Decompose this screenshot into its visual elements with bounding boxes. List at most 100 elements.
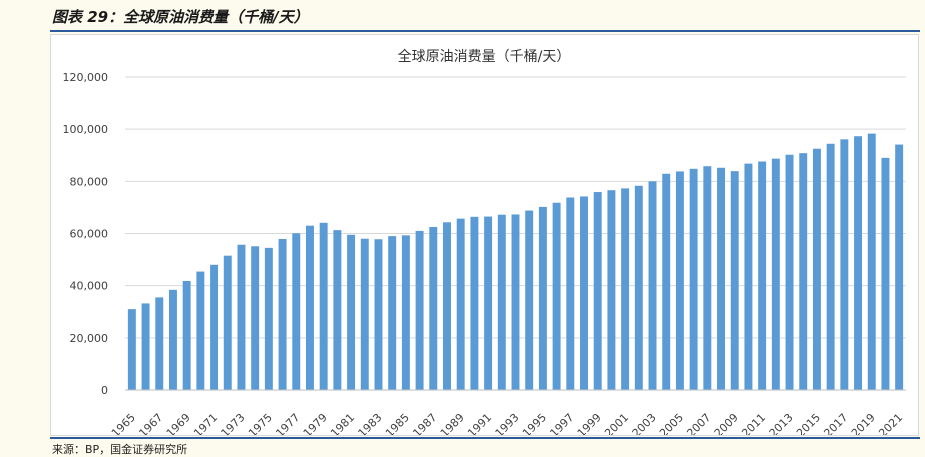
x-tick-label: 2011 — [739, 411, 768, 435]
bar-2021 — [895, 144, 904, 390]
caption-rule — [50, 30, 920, 32]
y-tick-label: 120,000 — [63, 71, 109, 84]
bar-1995 — [538, 206, 547, 390]
bar-2008 — [717, 167, 725, 390]
bar-2000 — [607, 190, 616, 390]
bar-1999 — [593, 192, 602, 390]
x-tick-label: 1985 — [383, 411, 412, 435]
bar-1972 — [223, 255, 232, 390]
bar-1983 — [374, 239, 383, 390]
bar-1965 — [127, 309, 136, 390]
bar-1979 — [319, 222, 328, 390]
x-tick-label: 2007 — [684, 411, 713, 435]
bar-2011 — [758, 161, 767, 390]
x-tick-label: 2009 — [712, 411, 741, 435]
x-tick-label: 1979 — [301, 411, 330, 435]
source-note: 来源：BP，国金证券研究所 — [52, 443, 188, 456]
bar-1993 — [511, 214, 520, 390]
bar-1969 — [182, 280, 191, 390]
bars — [127, 133, 904, 390]
bar-2016 — [826, 143, 835, 390]
y-tick-label: 60,000 — [70, 228, 109, 241]
bar-1991 — [484, 216, 493, 390]
bar-1985 — [401, 235, 410, 390]
bar-2003 — [648, 181, 657, 390]
bar-2014 — [799, 153, 808, 390]
bar-2017 — [840, 139, 849, 390]
bar-2005 — [675, 171, 684, 390]
bar-1986 — [415, 230, 424, 390]
bar-2010 — [744, 163, 753, 390]
bar-1976 — [278, 238, 287, 390]
bar-1970 — [196, 271, 205, 390]
bar-1992 — [497, 214, 506, 390]
bar-2001 — [621, 188, 630, 390]
bar-1974 — [251, 246, 260, 390]
x-tick-label: 1965 — [109, 411, 138, 435]
bar-2018 — [854, 136, 863, 390]
bar-1966 — [141, 303, 150, 390]
y-tick-label: 0 — [101, 384, 108, 397]
x-tick-label: 1987 — [410, 411, 439, 435]
x-tick-label: 2017 — [821, 411, 850, 435]
bar-1967 — [155, 297, 164, 390]
x-tick-label: 1983 — [356, 411, 385, 435]
x-tick-label: 1981 — [328, 411, 357, 435]
bar-1988 — [443, 222, 451, 390]
bar-2004 — [662, 173, 671, 390]
bar-1987 — [429, 226, 438, 390]
x-tick-label: 1999 — [575, 411, 604, 435]
y-axis-ticks: 0 20,000 40,000 60,000 80,000 100,000 120,000 — [63, 71, 109, 397]
x-tick-label: 2021 — [876, 411, 905, 435]
x-tick-label: 1993 — [493, 411, 522, 435]
y-tick-label: 20,000 — [70, 332, 109, 345]
bar-2019 — [867, 133, 876, 390]
bar-2009 — [730, 171, 739, 390]
x-tick-label: 1997 — [547, 411, 576, 435]
x-tick-label: 1991 — [465, 411, 494, 435]
chart-title: 全球原油消费量（千桶/天） — [398, 48, 571, 65]
bar-1981 — [347, 234, 356, 390]
bar-1975 — [264, 247, 273, 390]
bar-1971 — [210, 264, 219, 390]
bar-2006 — [689, 168, 698, 390]
y-tick-label: 100,000 — [63, 123, 109, 136]
x-tick-label: 1971 — [191, 411, 220, 435]
bar-2002 — [634, 185, 643, 390]
bar-2020 — [881, 157, 890, 390]
bar-1989 — [456, 218, 465, 390]
source-rule — [50, 437, 920, 439]
x-axis-ticks: 1965196719691971197319751977197919811983… — [109, 411, 905, 440]
figure-caption: 图表 29：全球原油消费量（千桶/天） — [52, 8, 309, 26]
bar-1980 — [333, 230, 342, 390]
x-tick-label: 2001 — [602, 411, 631, 435]
x-tick-label: 1977 — [273, 411, 302, 435]
bar-2015 — [812, 148, 821, 390]
x-tick-label: 2003 — [630, 411, 659, 435]
y-tick-label: 40,000 — [70, 280, 109, 293]
bar-2012 — [771, 158, 780, 390]
bar-1984 — [388, 236, 397, 390]
y-tick-label: 80,000 — [70, 175, 109, 188]
bar-1968 — [168, 289, 177, 390]
bar-1978 — [306, 225, 314, 390]
chart-container: 全球原油消费量（千桶/天） 0 20,000 40,000 60,000 80,000 1… — [50, 34, 919, 440]
bar-1996 — [552, 202, 561, 390]
x-tick-label: 2013 — [767, 411, 796, 435]
x-tick-label: 2019 — [849, 411, 878, 435]
x-tick-label: 1975 — [246, 411, 275, 435]
x-tick-label: 2015 — [794, 411, 823, 435]
x-tick-label: 1973 — [219, 411, 248, 435]
bar-chart: 全球原油消费量（千桶/天） 0 20,000 40,000 60,000 80,000 1… — [63, 48, 906, 440]
x-tick-label: 1989 — [438, 411, 467, 435]
bar-1977 — [292, 233, 301, 390]
bar-2013 — [785, 154, 794, 390]
bar-1982 — [360, 238, 369, 390]
bar-1998 — [580, 196, 588, 390]
x-tick-label: 1995 — [520, 411, 549, 435]
x-tick-label: 2005 — [657, 411, 686, 435]
bar-1997 — [566, 197, 575, 390]
x-tick-label: 1967 — [136, 411, 165, 435]
bar-1990 — [470, 216, 479, 390]
bar-1994 — [525, 210, 534, 390]
